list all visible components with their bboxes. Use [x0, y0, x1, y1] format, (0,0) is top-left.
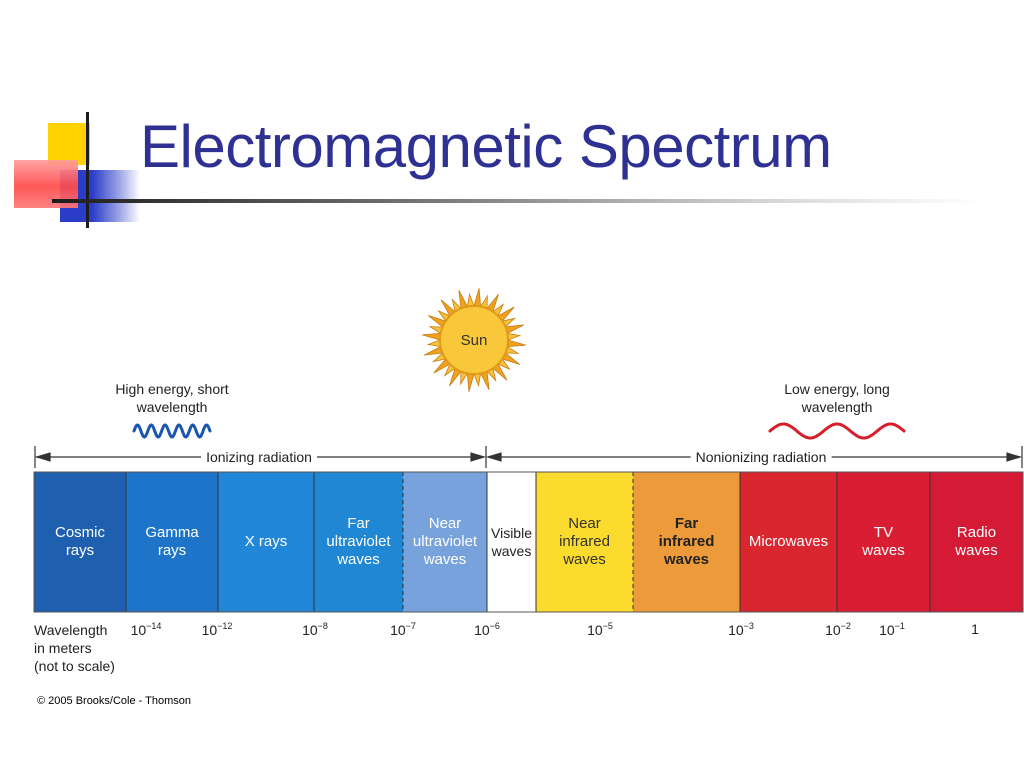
wavelength-tick: 10−6 [474, 621, 500, 638]
copyright-notice: © 2005 Brooks/Cole - Thomson [37, 695, 192, 707]
wavelength-tick: 10−14 [130, 621, 162, 638]
sun-label: Sun [460, 332, 488, 349]
short-wave-icon [132, 423, 212, 439]
band-label: Far ultraviolet waves [326, 515, 391, 568]
band-8 [740, 472, 837, 612]
band-label: Visible waves [491, 525, 532, 559]
band-label: Microwaves [748, 533, 829, 550]
band-2 [218, 472, 314, 612]
sun-icon [422, 288, 526, 392]
wavelength-tick: 10−1 [879, 621, 905, 638]
deco-yellow-square [48, 123, 90, 165]
spectrum-frame [33, 471, 1024, 613]
band-label: X rays [244, 533, 288, 550]
title-underline [52, 199, 982, 203]
low-energy-label: Low energy, long wavelength [784, 381, 890, 415]
band-label: Cosmic rays [54, 524, 105, 559]
wavelength-tick: 1 [971, 621, 979, 637]
wavelength-tick: 10−12 [201, 621, 233, 638]
deco-vertical-line [86, 112, 89, 228]
nonionizing-label: Nonionizing radiation [690, 449, 832, 465]
band-5 [487, 472, 536, 612]
spectrum-bands [34, 472, 1023, 612]
band-4 [403, 472, 487, 612]
band-label: Far infrared waves [658, 515, 715, 568]
wavelength-tick: 10−7 [390, 621, 416, 638]
band-label: Gamma rays [145, 524, 199, 559]
wavelength-tick: 10−8 [302, 621, 328, 638]
ionizing-label: Ionizing radiation [201, 449, 317, 465]
long-wave-icon [768, 422, 906, 440]
band-label: Near ultraviolet waves [412, 515, 478, 568]
wavelength-caption: Wavelength in meters (not to scale) [34, 622, 115, 674]
wavelength-tick: 10−2 [825, 621, 851, 638]
band-label: TV waves [862, 524, 905, 559]
band-label: Radio waves [955, 524, 998, 559]
wavelength-tick: 10−5 [587, 621, 613, 638]
band-3 [314, 472, 403, 612]
band-9 [837, 472, 930, 612]
wavelength-tick: 10−3 [728, 621, 754, 638]
band-label: Near infrared waves [559, 515, 610, 568]
band-6 [536, 472, 633, 612]
band-0 [34, 472, 126, 612]
band-10 [930, 472, 1023, 612]
high-energy-label: High energy, short wavelength [115, 381, 229, 415]
band-7 [633, 472, 740, 612]
band-1 [126, 472, 218, 612]
page-title: Electromagnetic Spectrum [140, 113, 832, 180]
